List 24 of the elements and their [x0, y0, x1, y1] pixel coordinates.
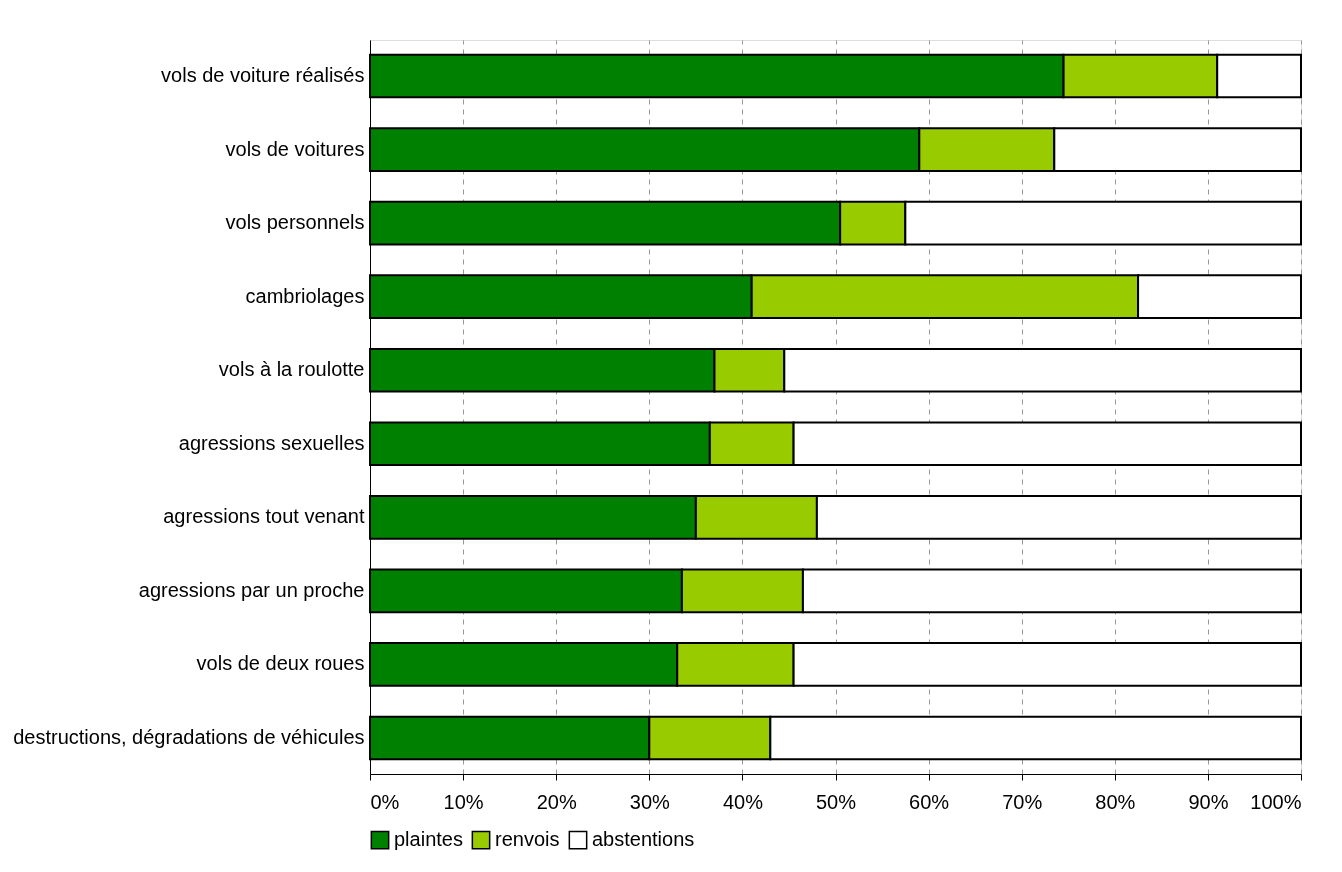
y-tick-label: destructions, dégradations de véhicules: [13, 725, 365, 748]
y-tick-label: vols personnels: [225, 211, 365, 234]
x-tick-label: 20%: [536, 790, 577, 813]
y-tick-label: agressions tout venant: [163, 505, 365, 528]
x-tick-label: 70%: [1002, 790, 1043, 813]
y-tick-label: cambriolages: [245, 284, 365, 307]
legend-label: renvois: [495, 828, 560, 851]
y-tick-label: vols à la roulotte: [218, 358, 365, 381]
legend-label: abstentions: [592, 828, 695, 851]
x-tick-label: 30%: [629, 790, 671, 813]
x-tick-label: 60%: [909, 790, 950, 813]
x-tick-label: 90%: [1188, 790, 1229, 813]
x-tick-label: 100%: [1250, 790, 1302, 813]
x-tick-label: 10%: [443, 790, 484, 813]
y-tick-label: agressions par un proche: [138, 578, 365, 601]
y-tick-label: vols de voiture réalisés: [161, 64, 365, 87]
legend-label: plaintes: [394, 828, 463, 851]
y-tick-label: vols de voitures: [225, 137, 365, 160]
x-tick-label: 40%: [722, 790, 764, 813]
x-tick-label: 50%: [815, 790, 857, 813]
y-tick-label: vols de deux roues: [196, 652, 365, 675]
y-tick-label: agressions sexuelles: [178, 431, 365, 454]
x-tick-label: 0%: [370, 790, 400, 813]
x-tick-label: 80%: [1095, 790, 1136, 813]
